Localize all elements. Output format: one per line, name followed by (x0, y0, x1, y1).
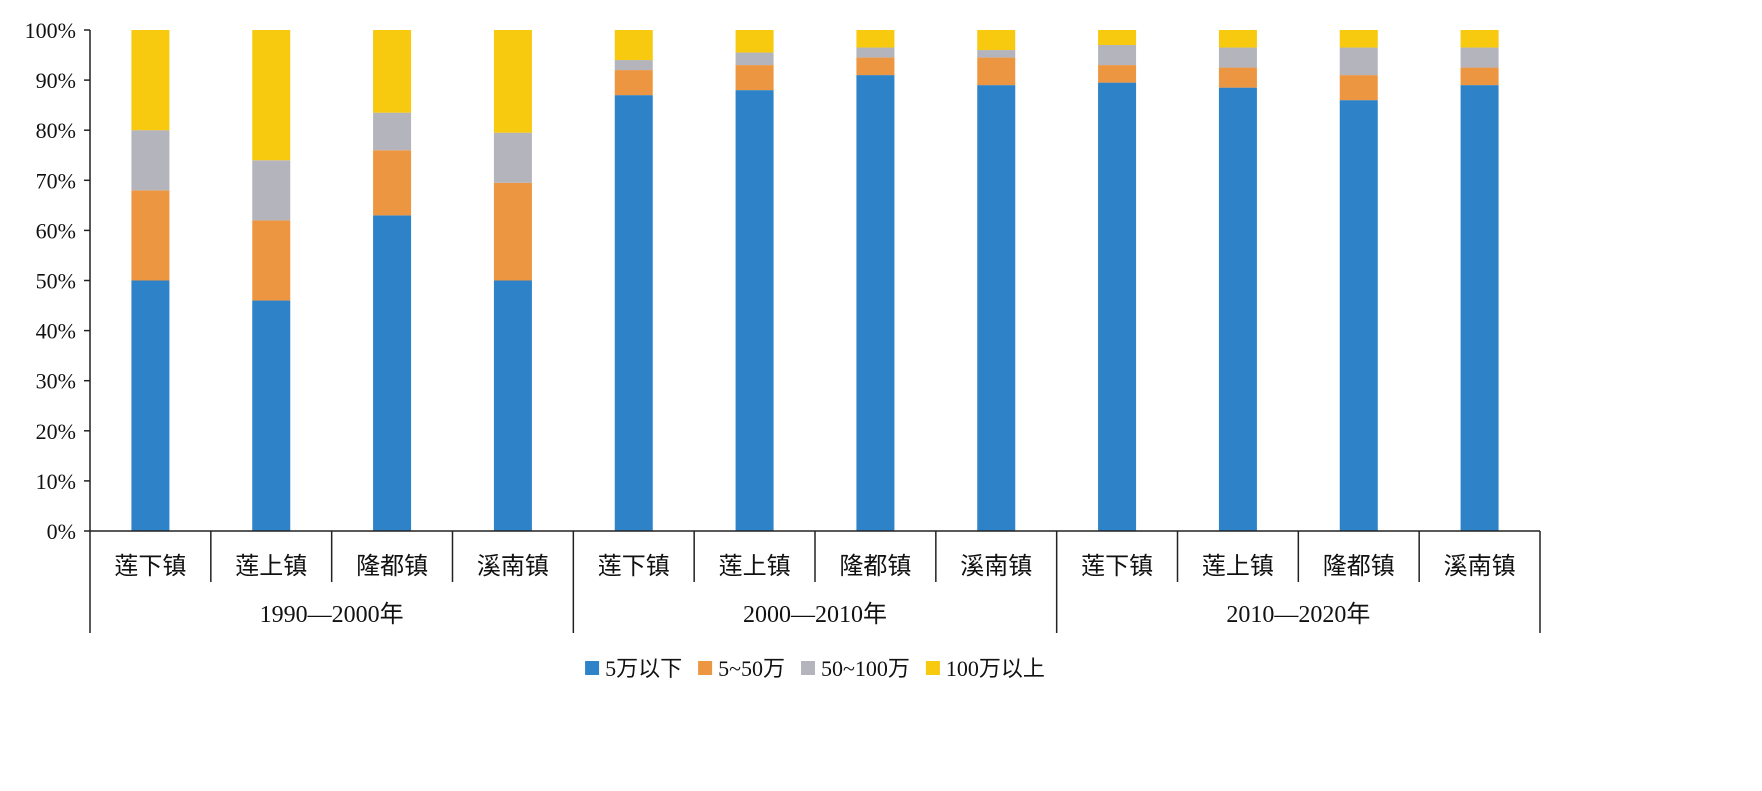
y-tick-label-70: 70% (36, 168, 76, 193)
bar-seg-2-s3 (252, 160, 291, 221)
legend-item-1: 5万以下 (585, 656, 682, 681)
bar-seg-8-s1 (977, 85, 1016, 532)
bar-seg-12-s4 (1460, 30, 1499, 48)
legend-item-4: 100万以上 (925, 656, 1045, 681)
bar-seg-9-s3 (1098, 45, 1137, 66)
bar-seg-6-s4 (735, 30, 774, 53)
y-tick-label-20: 20% (36, 419, 76, 444)
legend-label-3: 50~100万 (821, 656, 910, 681)
group-label-3: 2010—2020年 (1226, 601, 1370, 628)
y-axis-ticks: 0% 10% 20% 30% 40% 50% 60% 70% 80% 90% 100% (25, 18, 90, 544)
bar-seg-6-s3 (735, 52, 774, 66)
legend-item-3: 50~100万 (801, 656, 910, 681)
bar-seg-2-s1 (252, 300, 291, 531)
bar-seg-11-s3 (1339, 47, 1378, 76)
bar-seg-5-s4 (614, 30, 653, 61)
bar-seg-10-s3 (1218, 47, 1257, 68)
legend-swatch-3 (801, 661, 815, 675)
legend-swatch-2 (698, 661, 713, 675)
bar-seg-4-s3 (493, 132, 532, 183)
y-tick-label-10: 10% (36, 469, 76, 494)
bar-seg-10-s1 (1218, 87, 1257, 532)
legend-swatch-1 (585, 661, 600, 675)
x-tick-label-5: 莲下镇 (598, 553, 670, 580)
bar-seg-1-s2 (131, 190, 170, 281)
y-tick-label-50: 50% (36, 269, 76, 294)
x-axis-labels: 莲下镇 莲上镇 隆都镇 溪南镇 莲下镇 莲上镇 隆都镇 溪南镇 莲下镇 莲上镇 隆都镇 溪南镇 1990… (114, 553, 1515, 628)
bar-seg-10-s2 (1218, 67, 1257, 88)
y-tick-label-80: 80% (36, 118, 76, 143)
axes-layer (89, 30, 1541, 633)
legend: 5万以下 5~50万 50~100万 100万以上 (585, 656, 1045, 681)
bar-seg-6-s1 (735, 90, 774, 532)
x-tick-label-7: 隆都镇 (839, 553, 911, 580)
x-tick-label-3: 隆都镇 (356, 553, 428, 580)
bar-seg-11-s2 (1339, 75, 1378, 101)
y-tick-label-90: 90% (36, 68, 76, 93)
bar-seg-3-s3 (373, 112, 412, 151)
bar-seg-4-s4 (493, 30, 532, 133)
y-tick-label-40: 40% (36, 319, 76, 344)
x-tick-label-9: 莲下镇 (1081, 553, 1153, 580)
y-tick-label-60: 60% (36, 218, 76, 243)
legend-label-2: 5~50万 (718, 656, 785, 681)
bar-seg-4-s2 (493, 182, 532, 281)
bar-seg-12-s1 (1460, 85, 1499, 532)
bar-seg-2-s2 (252, 220, 291, 301)
legend-label-4: 100万以上 (946, 656, 1045, 681)
y-tick-label-100: 100% (25, 18, 76, 43)
bar-seg-8-s3 (977, 50, 1016, 58)
bar-seg-3-s1 (373, 215, 412, 531)
bar-seg-12-s3 (1460, 47, 1499, 68)
bar-seg-5-s3 (614, 60, 653, 71)
bar-seg-1-s3 (131, 130, 170, 191)
bar-seg-3-s4 (373, 30, 412, 113)
bar-seg-7-s3 (856, 47, 895, 58)
bar-seg-11-s4 (1339, 30, 1378, 48)
bar-seg-4-s1 (493, 280, 532, 531)
bar-seg-5-s2 (614, 70, 653, 96)
x-tick-label-2: 莲上镇 (235, 553, 307, 580)
x-tick-label-6: 莲上镇 (719, 553, 791, 580)
bar-seg-9-s1 (1098, 82, 1137, 532)
bar-seg-8-s2 (977, 57, 1016, 86)
legend-item-2: 5~50万 (698, 656, 785, 681)
x-tick-label-4: 溪南镇 (477, 553, 549, 580)
bar-seg-12-s2 (1460, 67, 1499, 86)
x-tick-label-12: 溪南镇 (1444, 553, 1516, 580)
x-tick-label-8: 溪南镇 (960, 553, 1032, 580)
bar-seg-1-s4 (131, 30, 170, 131)
bar-seg-9-s4 (1098, 30, 1137, 46)
legend-swatch-4 (925, 661, 940, 675)
bars-layer (131, 30, 1499, 532)
x-tick-label-11: 隆都镇 (1323, 553, 1395, 580)
y-tick-label-0: 0% (47, 519, 76, 544)
bar-seg-6-s2 (735, 65, 774, 91)
bar-seg-11-s1 (1339, 100, 1378, 531)
bar-seg-7-s1 (856, 75, 895, 531)
legend-label-1: 5万以下 (605, 656, 682, 681)
bar-seg-10-s4 (1218, 30, 1257, 48)
bar-seg-7-s4 (856, 30, 895, 48)
x-tick-label-10: 莲上镇 (1202, 553, 1274, 580)
bar-seg-5-s1 (614, 95, 653, 531)
group-label-2: 2000—2010年 (743, 601, 887, 628)
bar-seg-1-s1 (131, 280, 170, 531)
x-tick-label-1: 莲下镇 (114, 553, 186, 580)
bar-seg-9-s2 (1098, 65, 1137, 83)
bar-seg-7-s2 (856, 57, 895, 76)
bar-seg-3-s2 (373, 150, 412, 216)
bar-seg-8-s4 (977, 30, 1016, 51)
bar-seg-2-s4 (252, 30, 291, 161)
group-label-1: 1990—2000年 (260, 601, 404, 628)
y-tick-label-30: 30% (36, 369, 76, 394)
